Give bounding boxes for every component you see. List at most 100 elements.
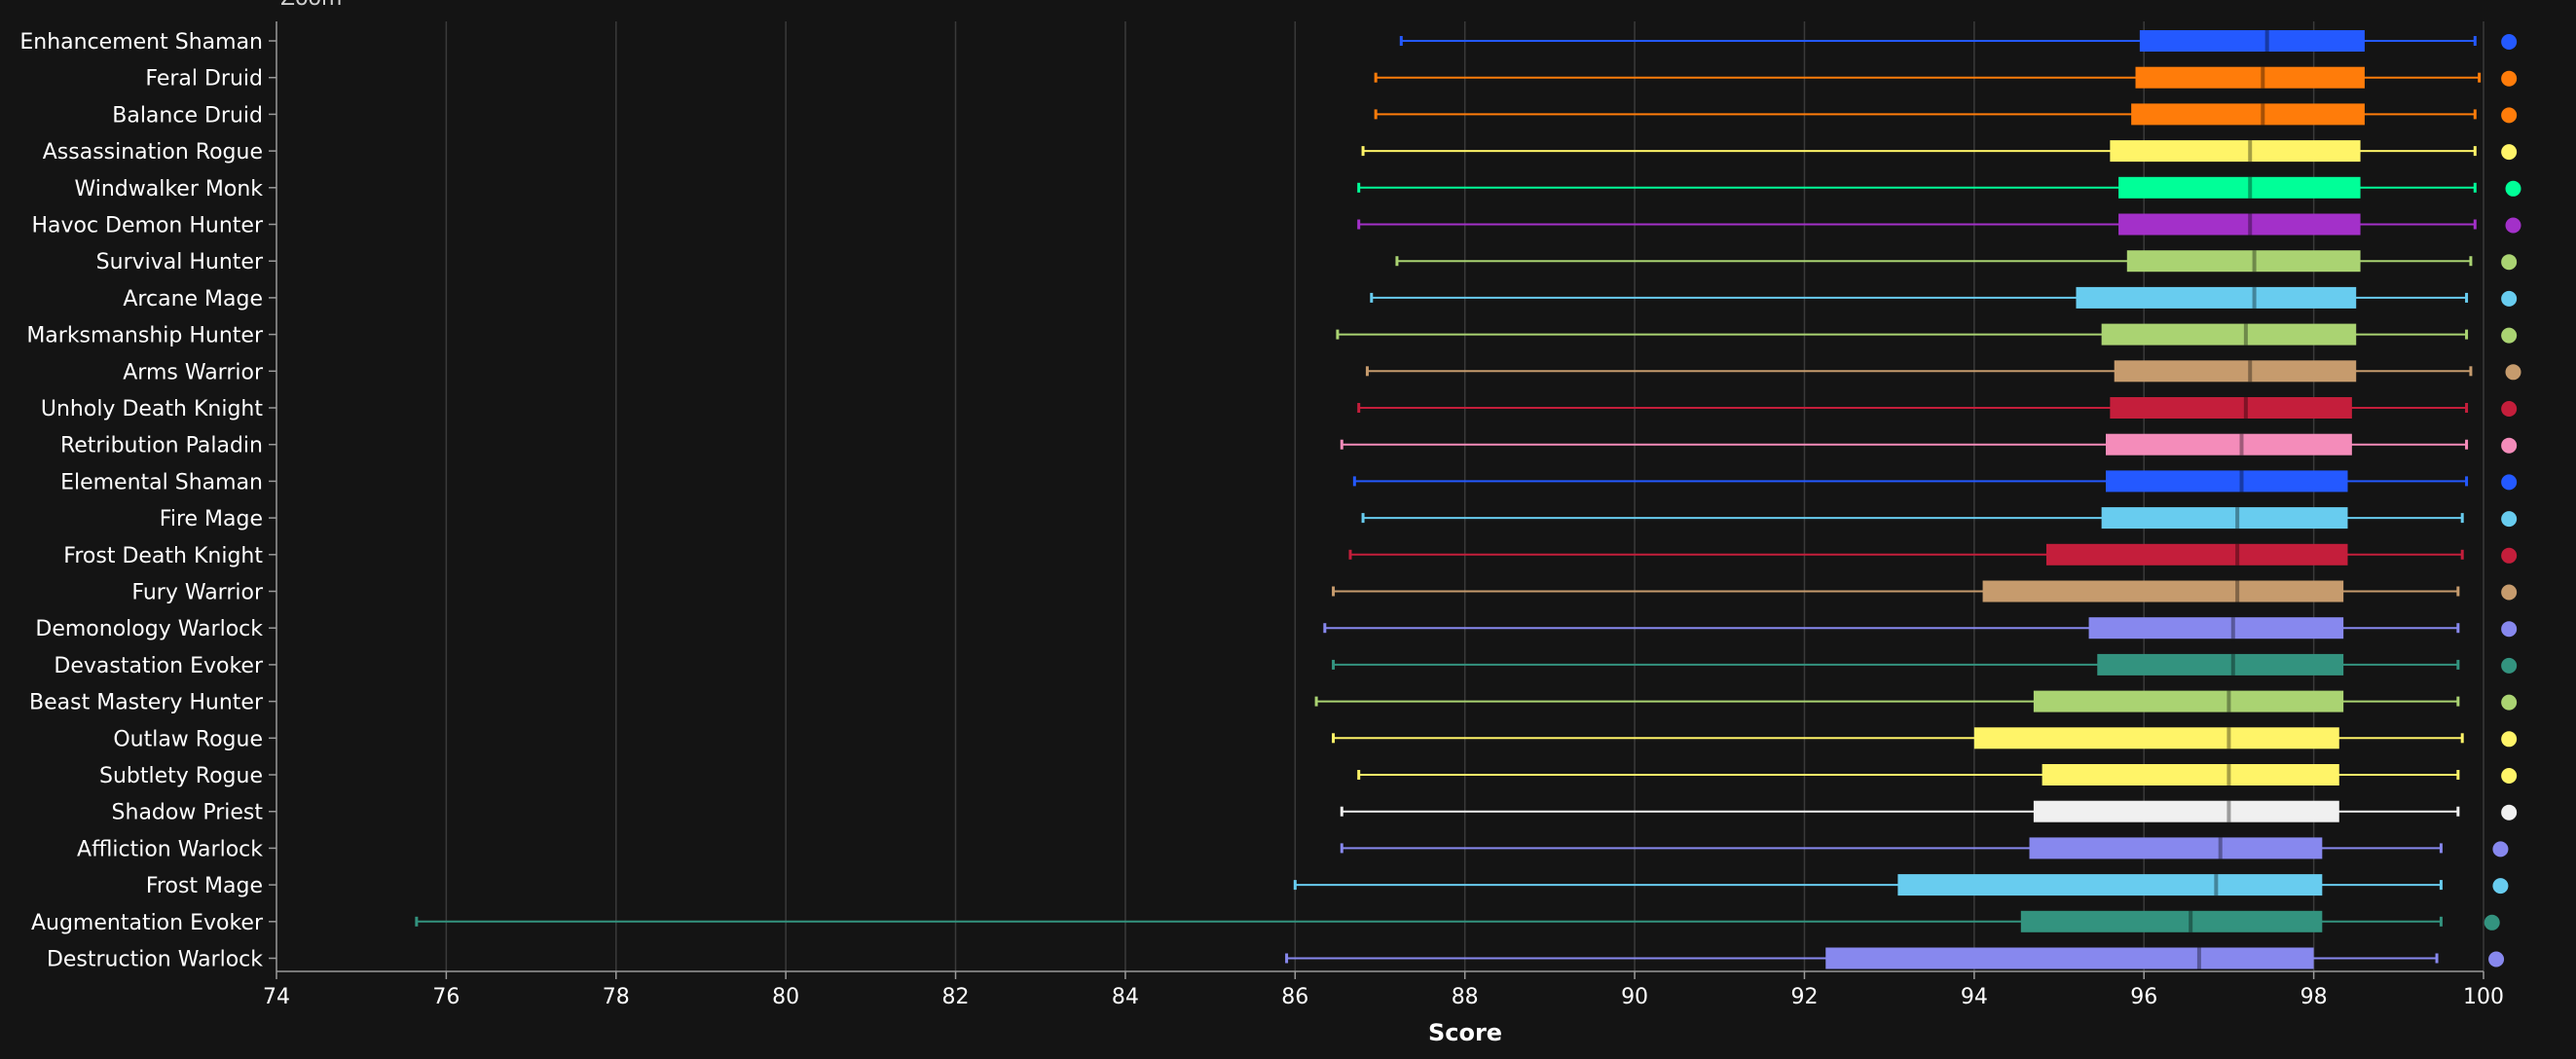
x-axis-title: Score [1428,1019,1502,1046]
series-group [415,30,2521,969]
zoom-label[interactable]: Zoom [280,0,342,11]
iqr-box [2139,30,2365,52]
box-series [1357,764,2518,785]
score-point [2501,694,2518,711]
x-tick-label: 100 [2463,985,2504,1009]
score-point [2501,144,2518,161]
category-label: Demonology Warlock [35,617,263,641]
score-point [2501,70,2518,87]
score-point [2501,547,2518,564]
box-series [1361,507,2518,530]
category-label: Arcane Mage [123,287,263,311]
x-tick-label: 88 [1452,985,1479,1009]
iqr-box [2076,286,2357,309]
score-point [2501,474,2518,491]
category-label: Devastation Evoker [54,654,264,678]
axes [269,21,2484,979]
score-point [2501,437,2518,454]
x-tick-label: 98 [2300,985,2328,1009]
score-point [2505,217,2521,234]
iqr-box [1973,727,2339,749]
score-point [2501,34,2518,50]
category-label: Fury Warrior [131,581,264,605]
score-point [2501,804,2518,821]
score-point [2492,878,2509,895]
grid-lines [445,21,2484,971]
category-label: Survival Hunter [96,250,264,274]
box-series [415,910,2500,932]
score-point [2501,731,2518,748]
iqr-box [2114,360,2357,383]
x-tick-label: 92 [1790,985,1818,1009]
score-point [2505,180,2521,197]
box-series [1340,837,2509,859]
box-series [1332,653,2518,676]
iqr-box [2105,470,2348,493]
x-tick-label: 82 [942,985,970,1009]
x-tick-label: 74 [263,985,290,1009]
iqr-box [2110,397,2352,419]
category-label: Augmentation Evoker [31,911,264,935]
box-series [1314,690,2518,712]
score-point [2488,951,2505,968]
box-series [1395,250,2518,273]
category-label: Enhancement Shaman [19,30,263,55]
box-series [1357,176,2521,199]
x-tick-label: 76 [432,985,460,1009]
iqr-box [1982,580,2344,603]
box-series [1357,213,2521,236]
iqr-box [2042,764,2339,785]
iqr-box [1825,947,2314,969]
box-series [1336,323,2518,346]
iqr-box [2101,323,2357,346]
iqr-box [2020,910,2323,932]
x-tick-label: 80 [772,985,799,1009]
category-label: Arms Warrior [123,360,264,384]
iqr-box [2088,617,2344,639]
box-series [1374,66,2518,89]
category-label: Unholy Death Knight [41,397,263,421]
category-label: Assassination Rogue [43,140,263,164]
score-point [2501,401,2518,417]
iqr-box [2135,66,2365,89]
box-series [1365,360,2521,383]
category-label: Retribution Paladin [60,434,263,458]
iqr-box [2029,837,2323,859]
category-label: Balance Druid [112,103,263,128]
score-point [2484,914,2500,931]
box-series [1357,397,2518,419]
iqr-box [2033,800,2339,822]
x-tick-label: 94 [1961,985,1988,1009]
iqr-box [2110,140,2361,163]
category-label: Beast Mastery Hunter [29,691,264,715]
box-series [1370,286,2518,309]
box-series [1340,800,2518,822]
category-label: Subtlety Rogue [99,764,263,788]
score-point [2501,584,2518,601]
iqr-box [2101,507,2348,530]
category-label: Destruction Warlock [47,948,263,972]
iqr-box [2131,103,2365,126]
category-label: Outlaw Rogue [113,727,263,751]
category-label: Marksmanship Hunter [26,324,264,348]
score-point [2501,107,2518,124]
x-tick-label: 78 [603,985,630,1009]
box-series [1293,874,2509,896]
box-series [1399,30,2518,52]
category-label: Frost Mage [146,874,263,898]
x-tick-labels: 74 76 78 80 82 84 86 88 90 92 94 96 98 100 [263,985,2504,1009]
x-tick-label: 90 [1621,985,1648,1009]
score-point [2501,254,2518,271]
score-point [2501,768,2518,784]
score-point [2505,364,2521,381]
score-point [2492,841,2509,858]
category-label: Shadow Priest [112,801,264,825]
x-tick-label: 96 [2130,985,2157,1009]
box-series [1285,947,2505,969]
iqr-box [2033,690,2344,712]
box-series [1361,140,2518,163]
category-label: Feral Druid [145,67,263,91]
iqr-box [2126,250,2361,273]
iqr-box [2097,653,2344,676]
